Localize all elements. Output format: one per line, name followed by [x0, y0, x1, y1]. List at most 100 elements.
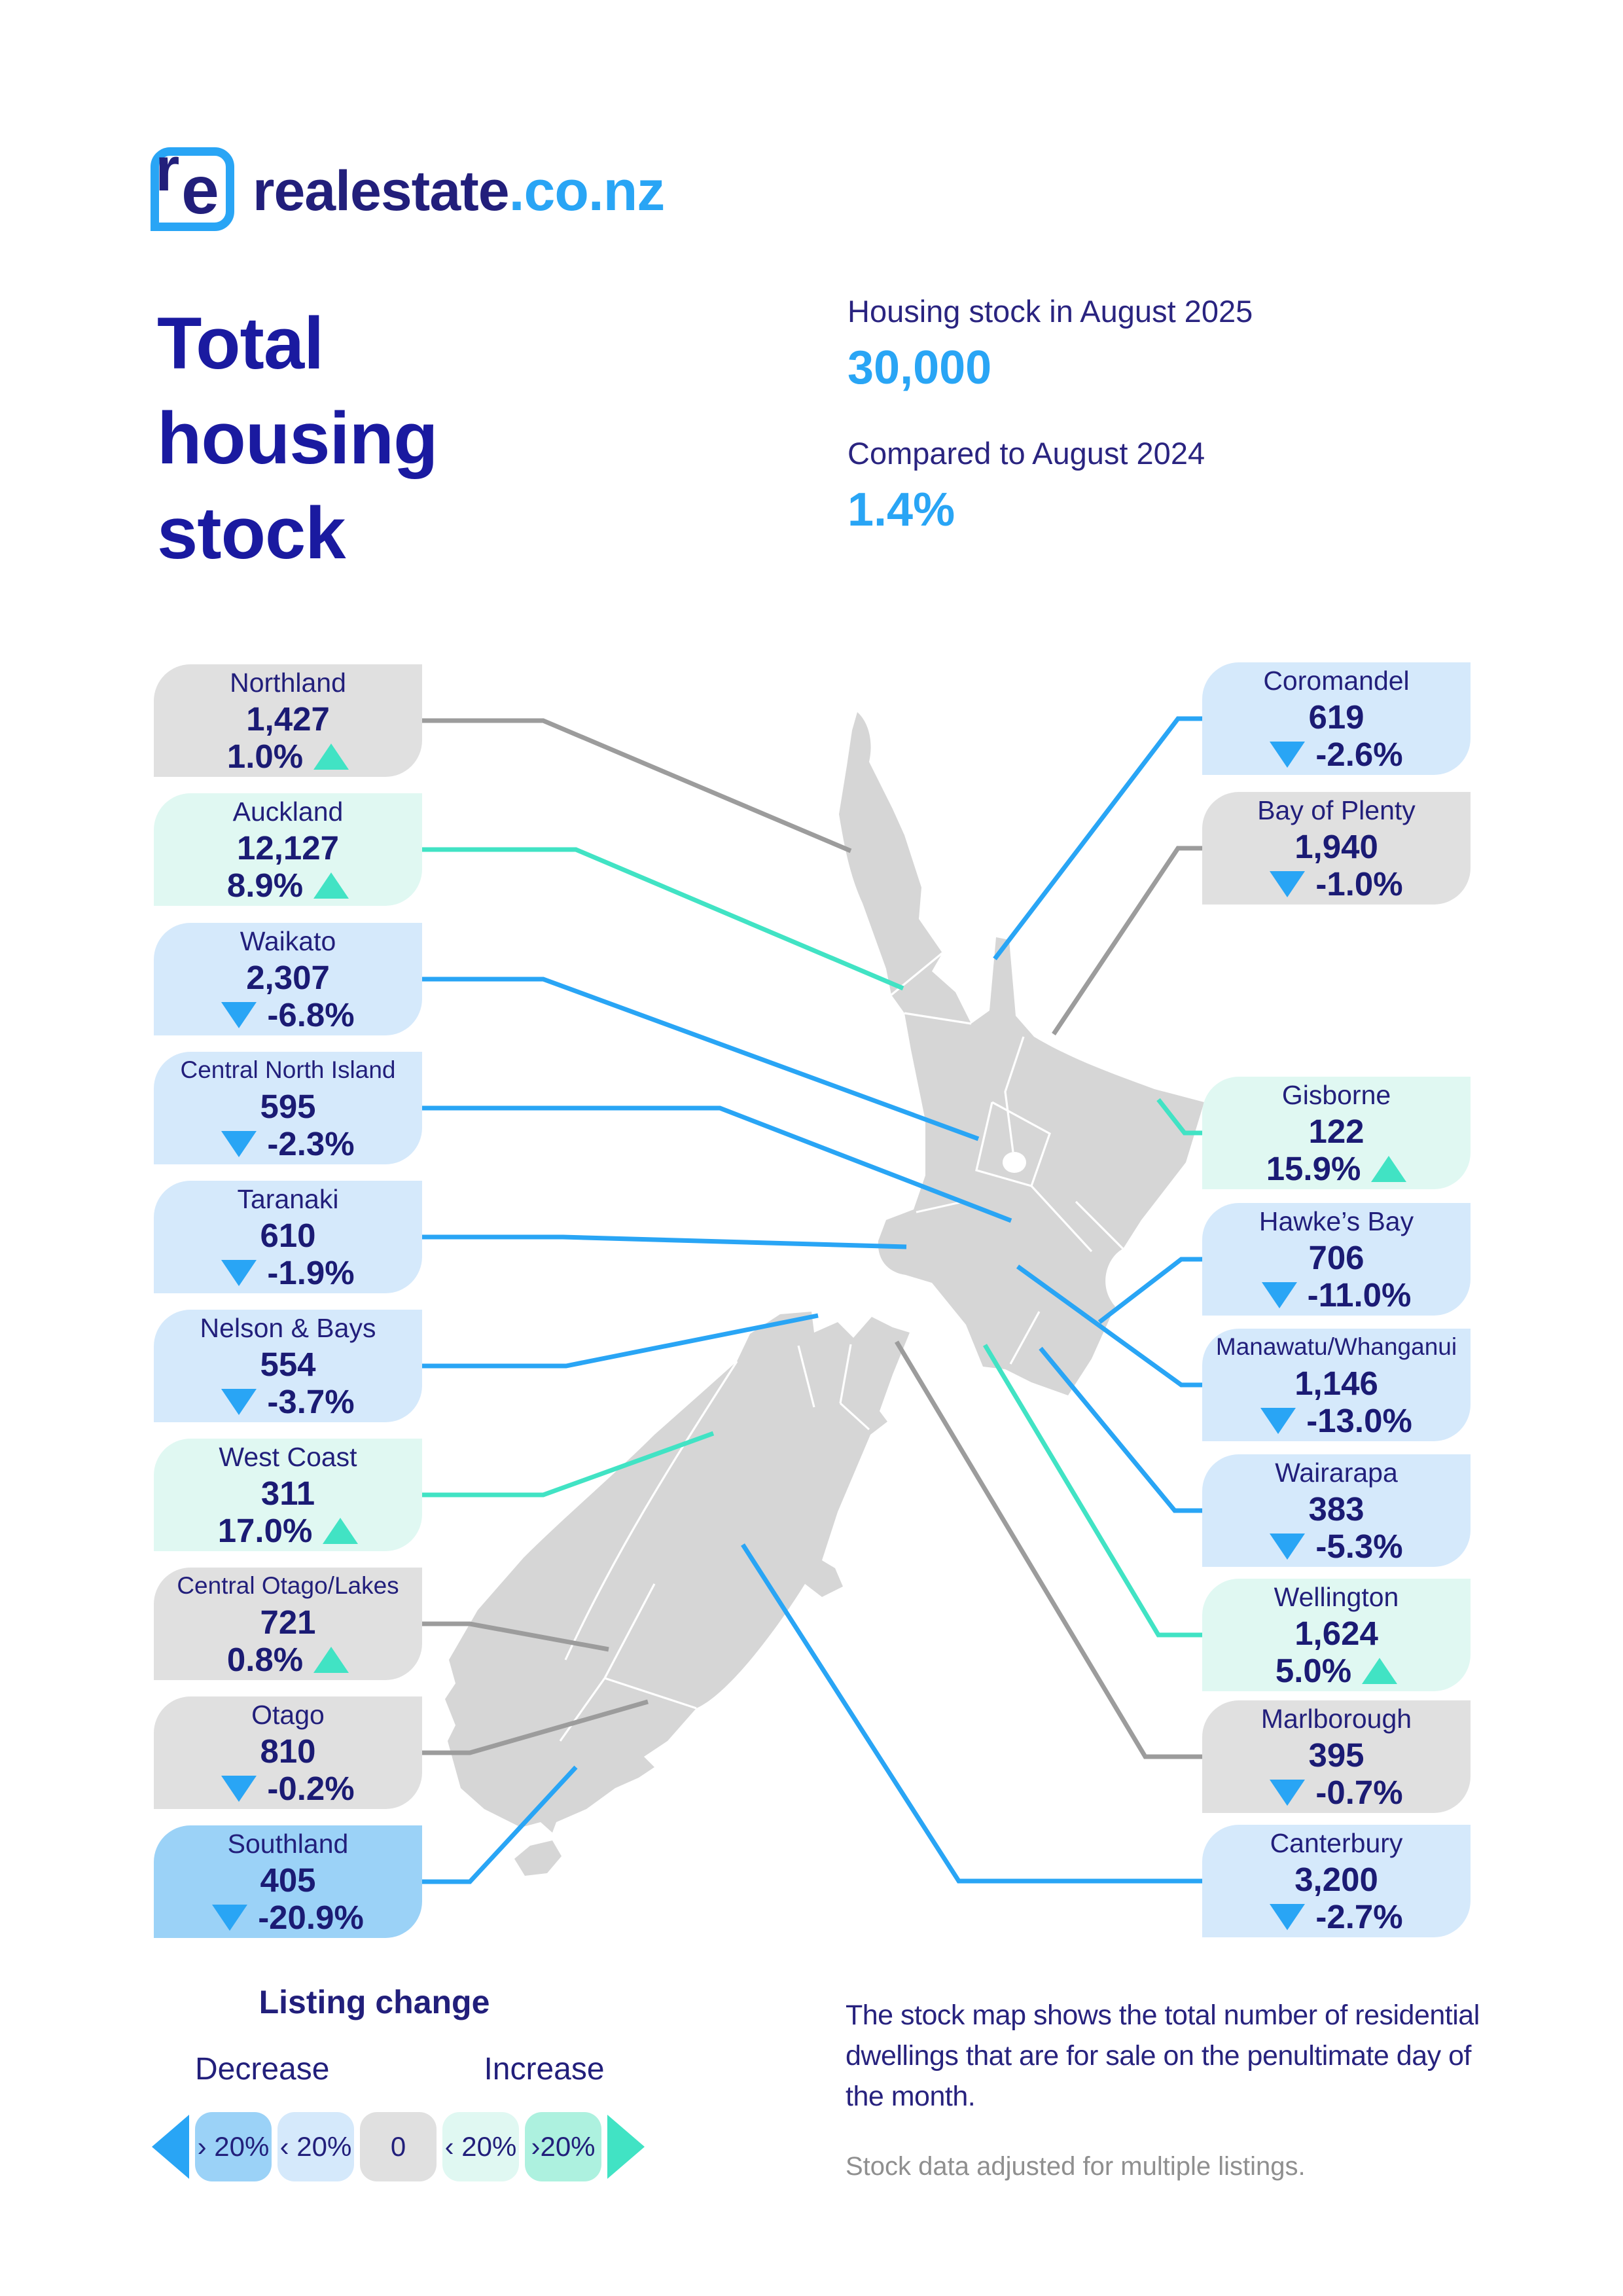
legend: Listing change Decrease Increase › 20% ‹…: [152, 1983, 649, 2181]
region-change-value: -13.0%: [1306, 1402, 1412, 1439]
connector-gisborne: [1156, 1098, 1202, 1136]
legend-scale: › 20% ‹ 20% 0 ‹ 20% ›20%: [152, 2112, 649, 2181]
legend-pill-increase-large: ›20%: [525, 2112, 601, 2181]
region-change: 8.9%: [227, 867, 349, 904]
region-change-value: -1.9%: [267, 1254, 355, 1291]
region-stock: 1,427: [246, 700, 330, 738]
footer: The stock map shows the total number of …: [846, 1995, 1507, 2181]
nz-map: [445, 712, 1204, 1876]
connector-marlborough: [894, 1340, 1202, 1759]
region-change-value: -2.3%: [267, 1125, 355, 1162]
connector-otago: [422, 1699, 649, 1755]
legend-decrease-label: Decrease: [195, 2052, 330, 2087]
footer-description: The stock map shows the total number of …: [846, 2000, 1480, 2112]
region-card-manawatu-whanganui: Manawatu/Whanganui 1,146 -13.0%: [1202, 1329, 1471, 1441]
legend-pill-zero: 0: [360, 2112, 437, 2181]
connector-waikato: [422, 977, 980, 1141]
change-arrow-icon: [313, 1647, 349, 1673]
region-card-bay-of-plenty: Bay of Plenty 1,940 -1.0%: [1202, 792, 1471, 905]
legend-labels: Decrease Increase: [152, 2051, 605, 2087]
region-card-otago: Otago 810 -0.2%: [154, 1696, 422, 1809]
headline-stats: Housing stock in August 2025 30,000 Comp…: [847, 293, 1253, 537]
connector-central-otago-lakes: [422, 1621, 609, 1652]
region-change: -11.0%: [1261, 1277, 1411, 1314]
stat-compare-label: Compared to August 2024: [847, 436, 1205, 471]
region-change: -3.7%: [221, 1383, 355, 1420]
connector-bay-of-plenty: [1052, 846, 1202, 1035]
change-arrow-icon: [221, 1260, 257, 1286]
region-card-taranaki: Taranaki 610 -1.9%: [154, 1181, 422, 1293]
region-stock: 122: [1308, 1113, 1364, 1150]
connector-southland: [422, 1765, 578, 1884]
change-arrow-icon: [1270, 1904, 1306, 1930]
region-change: -0.7%: [1270, 1774, 1403, 1811]
region-stock: 610: [260, 1217, 316, 1254]
connector-west-coast: [422, 1431, 715, 1498]
region-change-value: -1.0%: [1315, 865, 1403, 903]
region-name: Northland: [230, 668, 346, 698]
region-change-value: 15.9%: [1266, 1150, 1361, 1187]
region-change: -6.8%: [221, 997, 355, 1033]
region-change: -0.2%: [221, 1770, 355, 1807]
region-change-value: 17.0%: [217, 1512, 313, 1549]
change-arrow-icon: [221, 1776, 257, 1802]
region-change: 15.9%: [1266, 1151, 1407, 1187]
region-change-value: 1.0%: [226, 738, 304, 775]
region-name: Canterbury: [1270, 1828, 1403, 1858]
region-change-value: 8.9%: [226, 867, 304, 904]
region-name: Southland: [227, 1829, 349, 1859]
region-card-marlborough: Marlborough 395 -0.7%: [1202, 1700, 1471, 1813]
region-name: Wairarapa: [1275, 1458, 1398, 1488]
connector-taranaki: [422, 1234, 907, 1249]
connector-central-north-island: [422, 1105, 1012, 1223]
region-change-value: -3.7%: [267, 1383, 355, 1420]
region-stock: 721: [260, 1604, 316, 1641]
region-name: Bay of Plenty: [1257, 795, 1416, 825]
map-lake-taupo: [1003, 1152, 1026, 1173]
connector-hawkes-bay: [1097, 1257, 1202, 1324]
region-stock: 12,127: [237, 829, 339, 867]
legend-title: Listing change: [259, 1984, 490, 2020]
region-name: Gisborne: [1281, 1080, 1391, 1110]
region-change: -1.9%: [221, 1254, 355, 1291]
map-north-island: [839, 712, 1204, 1395]
change-arrow-icon: [221, 1002, 257, 1028]
region-name: Coromandel: [1263, 666, 1410, 696]
region-card-canterbury: Canterbury 3,200 -2.7%: [1202, 1825, 1471, 1937]
region-card-auckland: Auckland 12,127 8.9%: [154, 793, 422, 906]
stat-compare-value: 1.4%: [847, 484, 955, 536]
realestate-logo-icon: r e: [151, 134, 234, 231]
region-card-nelson-and-bays: Nelson & Bays 554 -3.7%: [154, 1310, 422, 1422]
region-card-central-north-island: Central North Island 595 -2.3%: [154, 1052, 422, 1164]
region-change-value: 5.0%: [1275, 1652, 1352, 1689]
region-name: Nelson & Bays: [200, 1313, 376, 1343]
connector-wellington: [982, 1344, 1202, 1638]
region-change: 5.0%: [1275, 1652, 1398, 1689]
realestate-logo: r e realestate.co.nz: [151, 134, 665, 231]
connector-canterbury: [741, 1543, 1202, 1884]
region-change: -1.0%: [1270, 865, 1403, 903]
change-arrow-icon: [313, 872, 349, 899]
footer-footnote: Stock data adjusted for multiple listing…: [846, 2152, 1306, 2181]
region-stock: 619: [1308, 698, 1364, 736]
change-arrow-icon: [212, 1905, 248, 1931]
region-change: 1.0%: [227, 738, 349, 775]
region-change-value: -5.3%: [1315, 1528, 1403, 1565]
region-stock: 2,307: [246, 959, 330, 996]
region-change: -2.7%: [1270, 1899, 1403, 1935]
logo-letter-e: e: [181, 152, 219, 228]
region-stock: 395: [1308, 1736, 1364, 1774]
region-name: Otago: [251, 1700, 325, 1730]
change-arrow-icon: [1362, 1658, 1398, 1684]
region-stock: 1,940: [1294, 828, 1378, 865]
region-name: Manawatu/Whanganui: [1215, 1333, 1457, 1360]
region-change-value: 0.8%: [226, 1641, 304, 1678]
region-change-value: -0.7%: [1315, 1774, 1403, 1811]
region-name: Taranaki: [237, 1184, 339, 1214]
region-name: West Coast: [219, 1442, 357, 1472]
region-card-wellington: Wellington 1,624 5.0%: [1202, 1579, 1471, 1691]
connector-coromandel: [993, 716, 1202, 961]
legend-increase-label: Increase: [484, 2052, 605, 2087]
region-name: Central North Island: [180, 1056, 396, 1083]
region-change: -13.0%: [1260, 1403, 1412, 1439]
